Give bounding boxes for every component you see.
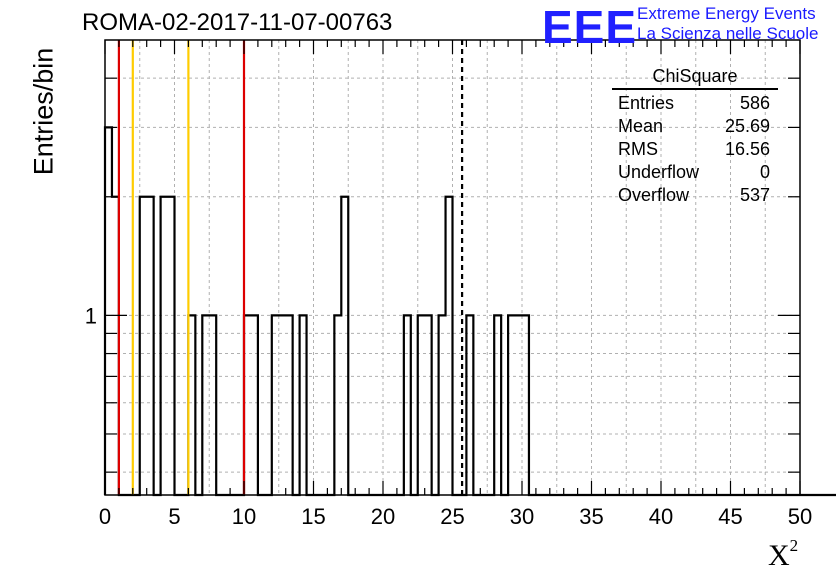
logo-line-2: La Scienza nelle Scuole bbox=[637, 24, 819, 43]
stats-row: RMS 16.56 bbox=[612, 138, 778, 161]
y-axis-label: Entries/bin bbox=[28, 47, 59, 176]
eee-logo: EEE bbox=[542, 1, 638, 53]
axis-ticks: 0 5 10 15 20 25 30 35 40 45 50 1 bbox=[85, 40, 812, 529]
histogram-bin bbox=[279, 315, 286, 495]
marker-lines bbox=[117, 40, 464, 495]
stats-row: Mean 25.69 bbox=[612, 115, 778, 138]
stats-label: Mean bbox=[618, 116, 664, 136]
stats-value: 537 bbox=[739, 185, 770, 205]
x-tick-label: 40 bbox=[649, 504, 673, 529]
x-tick-label: 20 bbox=[371, 504, 395, 529]
x-tick-label: 45 bbox=[718, 504, 742, 529]
stats-row: Underflow 0 bbox=[612, 161, 778, 184]
x-tick-label: 5 bbox=[168, 504, 180, 529]
stats-label: Entries bbox=[618, 93, 675, 113]
chart-title: ROMA-02-2017-11-07-00763 bbox=[82, 9, 393, 36]
stats-label: Overflow bbox=[618, 185, 690, 205]
x-tick-label: 50 bbox=[788, 504, 812, 529]
x-tick-label: 15 bbox=[301, 504, 325, 529]
stats-value: 0 bbox=[759, 162, 770, 182]
x-tick-label: 30 bbox=[510, 504, 534, 529]
x-tick-label: 0 bbox=[99, 504, 111, 529]
logo-line-1: Extreme Energy Events bbox=[637, 4, 816, 23]
histogram-bin bbox=[515, 315, 522, 495]
x-tick-label: 35 bbox=[579, 504, 603, 529]
x-axis-label: X2 bbox=[768, 536, 799, 572]
x-tick-label: 10 bbox=[232, 504, 256, 529]
stats-label: RMS bbox=[618, 139, 658, 159]
x-tick-label: 25 bbox=[440, 504, 464, 529]
stats-box: ChiSquare Entries 586 Mean 25.69 RMS 16.56 … bbox=[612, 66, 778, 207]
stats-label: Underflow bbox=[618, 162, 700, 182]
y-tick-label: 1 bbox=[85, 303, 97, 328]
stats-value: 16.56 bbox=[724, 139, 770, 159]
stats-title: ChiSquare bbox=[612, 66, 778, 90]
stats-value: 586 bbox=[739, 93, 770, 113]
stats-row: Entries 586 bbox=[612, 92, 778, 115]
stats-row: Overflow 537 bbox=[612, 184, 778, 207]
stats-value: 25.69 bbox=[724, 116, 770, 136]
